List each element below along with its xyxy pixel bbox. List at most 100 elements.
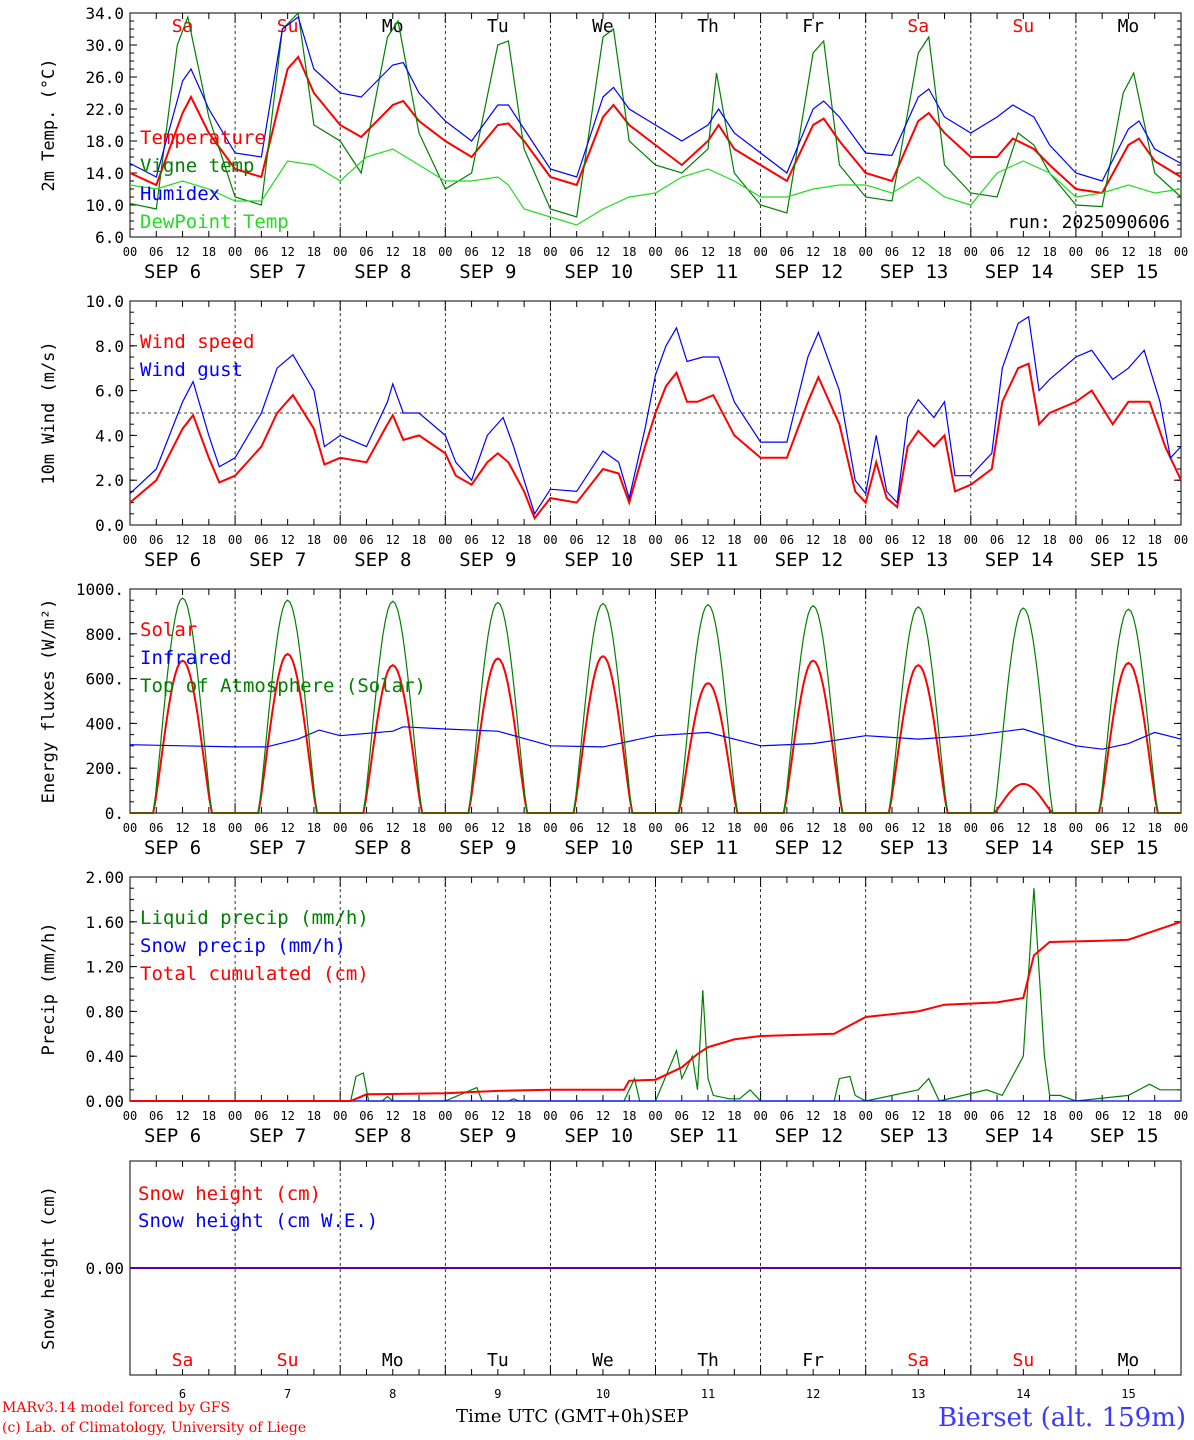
series-line	[129, 11, 1182, 218]
hour-tick-label: 18	[202, 245, 216, 259]
date-label: SEP 9	[459, 837, 516, 859]
hour-tick-label: 06	[885, 821, 899, 835]
hour-tick-label: 12	[175, 1109, 189, 1123]
hour-tick-label: 00	[333, 1109, 347, 1123]
x-axis-title: Time UTC (GMT+0h)SEP	[456, 1406, 688, 1427]
series-line	[129, 148, 1182, 226]
series-line	[130, 597, 1181, 814]
hour-tick-label: 12	[806, 821, 820, 835]
hour-tick-label: 12	[596, 245, 610, 259]
hour-tick-label: 06	[464, 245, 478, 259]
hour-tick-label: 06	[780, 1109, 794, 1123]
day-name-label: Mo	[382, 1350, 404, 1371]
hour-tick-label: 18	[202, 1109, 216, 1123]
hour-tick-label: 06	[359, 1109, 373, 1123]
hour-tick-label: 00	[964, 1109, 978, 1123]
hour-tick-label: 18	[412, 1109, 426, 1123]
legend-label: Snow height (cm W.E.)	[138, 1210, 378, 1232]
date-label: SEP 15	[1090, 261, 1159, 283]
date-label: SEP 13	[880, 837, 949, 859]
date-label: SEP 10	[564, 261, 633, 283]
day-name-label: Mo	[1118, 16, 1140, 37]
y-tick-label: 34.0	[85, 4, 124, 23]
hour-tick-label: 06	[359, 533, 373, 547]
hour-tick-label: 00	[228, 821, 242, 835]
day-number-label: 12	[806, 1387, 820, 1401]
hour-tick-label: 18	[727, 245, 741, 259]
station-name: Bierset (alt. 159m)	[937, 1403, 1186, 1433]
date-label: SEP 14	[985, 549, 1054, 571]
y-tick-label: 0.80	[85, 1002, 124, 1021]
y-tick-label: 2.00	[85, 868, 124, 887]
x-axis-label: Time UTC (GMT+0h)	[456, 1406, 651, 1427]
series-line	[130, 920, 1182, 1102]
day-name-label: Tu	[487, 16, 509, 37]
hour-tick-label: 18	[727, 533, 741, 547]
date-label: SEP 8	[354, 549, 411, 571]
hour-tick-label: 18	[937, 1109, 951, 1123]
hour-tick-label: 18	[517, 533, 531, 547]
hour-tick-label: 06	[254, 533, 268, 547]
hour-tick-label: 06	[569, 245, 583, 259]
legend-label: Humidex	[140, 183, 220, 205]
y-axis-title: Energy fluxes (W/m²)	[39, 599, 59, 804]
y-axis-title: 10m Wind (m/s)	[39, 341, 59, 484]
hour-tick-label: 06	[675, 533, 689, 547]
date-label: SEP 11	[670, 261, 739, 283]
hour-tick-label: 06	[675, 245, 689, 259]
hour-tick-label: 00	[543, 533, 557, 547]
date-label: SEP 8	[354, 261, 411, 283]
y-tick-label: 14.0	[85, 164, 124, 183]
run-label: run: 2025090606	[1007, 212, 1170, 233]
hour-tick-label: 12	[280, 1109, 294, 1123]
date-label: SEP 10	[564, 549, 633, 571]
hour-tick-label: 18	[307, 245, 321, 259]
hour-tick-label: 06	[780, 533, 794, 547]
hour-tick-label: 12	[596, 533, 610, 547]
y-tick-label: 22.0	[85, 100, 124, 119]
date-label: SEP 9	[459, 1125, 516, 1147]
hour-tick-label: 18	[727, 821, 741, 835]
hour-tick-label: 12	[701, 1109, 715, 1123]
hour-tick-label: 18	[517, 821, 531, 835]
y-axis-title: 2m Temp. (°C)	[39, 58, 59, 191]
hour-tick-label: 06	[359, 245, 373, 259]
date-label: SEP 14	[985, 1125, 1054, 1147]
day-name-label: Sa	[907, 16, 929, 37]
day-name-label: Sa	[172, 16, 194, 37]
date-label: SEP 7	[249, 1125, 306, 1147]
hour-tick-label: 00	[438, 533, 452, 547]
y-tick-label: 10.0	[85, 196, 124, 215]
date-label: SEP 6	[144, 261, 201, 283]
day-name-label: Tu	[487, 1350, 509, 1371]
day-name-label: Sa	[907, 1350, 929, 1371]
date-label: SEP 13	[880, 549, 949, 571]
hour-tick-label: 18	[937, 821, 951, 835]
hour-tick-label: 12	[491, 821, 505, 835]
hour-tick-label: 12	[386, 533, 400, 547]
hour-tick-label: 12	[911, 821, 925, 835]
hour-tick-label: 18	[1042, 1109, 1056, 1123]
hour-tick-label: 00	[753, 245, 767, 259]
hour-tick-label: 12	[280, 821, 294, 835]
y-tick-label: 800.	[85, 625, 124, 644]
panel-wind: 00 06 12 18 00 06 12 18 00 06 12 18 00 06 12 18 00 06 12 18…	[39, 292, 1188, 571]
date-label: SEP 6	[144, 837, 201, 859]
legend-label: Snow height (cm)	[138, 1183, 321, 1205]
hour-tick-label: 06	[149, 245, 163, 259]
hour-tick-label: 06	[464, 533, 478, 547]
hour-tick-label: 00	[543, 245, 557, 259]
day-number-label: 7	[284, 1387, 291, 1401]
hour-tick-label: 00	[333, 821, 347, 835]
model-credit: MARv3.14 model forced by GFS	[2, 1400, 231, 1416]
hour-tick-label: 18	[1147, 533, 1161, 547]
hour-tick-label: 00	[964, 821, 978, 835]
legend-label: DewPoint Temp	[140, 211, 289, 233]
hour-tick-label: 12	[491, 1109, 505, 1123]
hour-tick-label: 12	[911, 1109, 925, 1123]
hour-tick-label: 18	[622, 245, 636, 259]
hour-tick-label: 12	[386, 821, 400, 835]
hour-tick-label: 00	[858, 533, 872, 547]
hour-tick-label: 00	[858, 821, 872, 835]
series-line	[129, 362, 1182, 521]
